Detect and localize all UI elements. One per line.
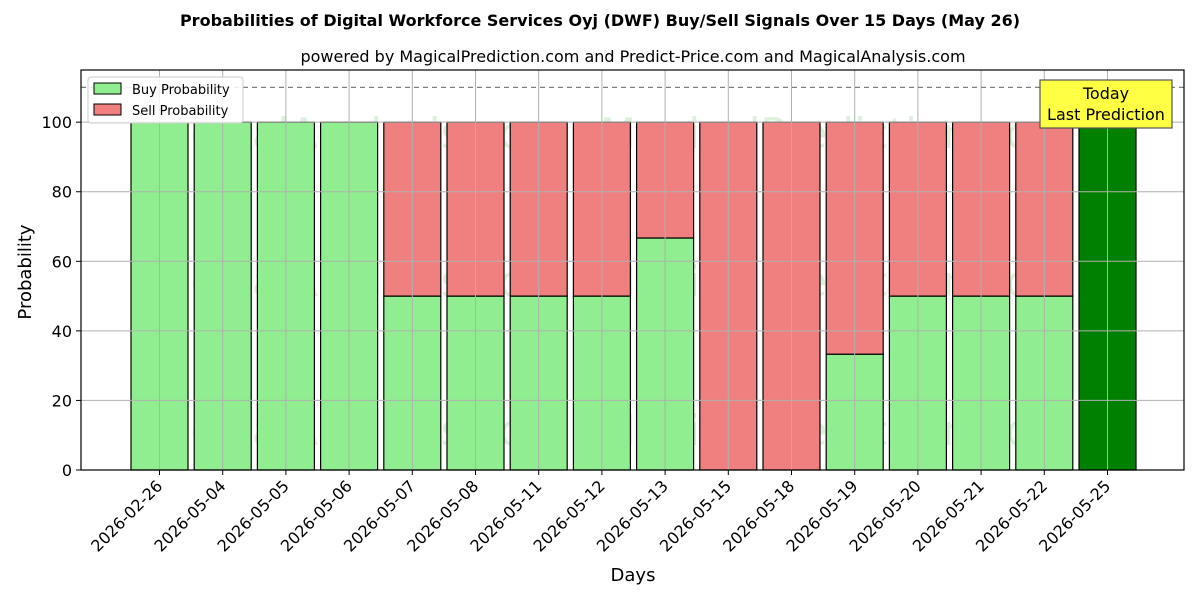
legend-label-buy: Buy Probability (132, 83, 230, 98)
y-tick-label: 0 (62, 461, 72, 480)
y-tick-label: 40 (52, 322, 72, 341)
legend-swatch-sell (93, 103, 122, 116)
y-axis-label: Probability (15, 224, 36, 319)
y-tick-label: 60 (52, 252, 72, 271)
plot-area: MagicalAnalysis.comMagicalPrediction.com… (41, 69, 1185, 556)
y-tick-label: 100 (41, 113, 72, 132)
chart-title: Probabilities of Digital Workforce Servi… (180, 11, 1020, 30)
x-axis-label: Days (611, 565, 656, 586)
y-tick-label: 80 (52, 183, 72, 202)
legend-label-sell: Sell Probability (132, 104, 229, 119)
annotation-text: Today (1082, 84, 1129, 103)
legend-swatch-buy (93, 82, 122, 95)
y-tick-label: 20 (52, 391, 72, 410)
annotation-box (1039, 79, 1173, 129)
plot-frame (80, 69, 1185, 471)
legend-box (87, 76, 244, 124)
annotation-text: Last Prediction (1047, 105, 1165, 124)
chart-subtitle: powered by MagicalPrediction.com and Pre… (300, 47, 965, 66)
